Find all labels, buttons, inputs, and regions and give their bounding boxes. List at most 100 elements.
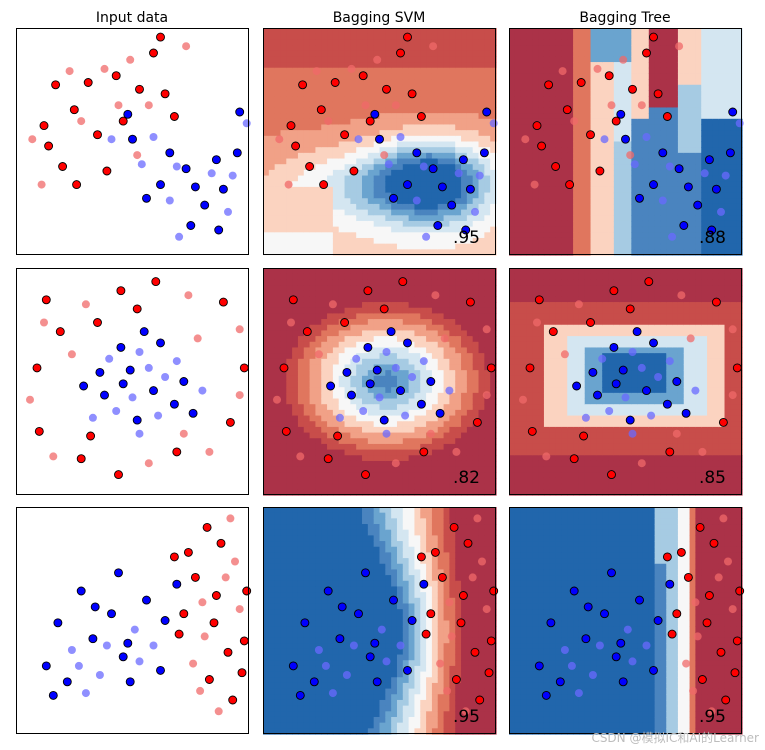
contour-cell bbox=[309, 62, 317, 69]
contour-cell bbox=[268, 432, 276, 439]
contour-cell bbox=[648, 141, 656, 148]
contour-cell bbox=[683, 124, 691, 131]
contour-cell bbox=[631, 101, 638, 109]
contour-cell bbox=[590, 39, 597, 46]
contour-cell bbox=[396, 158, 404, 165]
contour-cell bbox=[631, 169, 638, 177]
contour-cell bbox=[327, 181, 334, 188]
contour-cell bbox=[356, 237, 363, 245]
contour-cell bbox=[379, 483, 386, 490]
contour-cell bbox=[303, 79, 311, 86]
contour-cell bbox=[338, 237, 346, 245]
contour-cell bbox=[373, 438, 381, 445]
contour-cell bbox=[268, 489, 276, 496]
contour-cell bbox=[396, 118, 404, 126]
contour-cell bbox=[484, 79, 491, 86]
contour-cell bbox=[402, 124, 410, 131]
contour-cell bbox=[420, 341, 427, 349]
contour-cell bbox=[303, 460, 311, 468]
contour-cell bbox=[466, 489, 474, 496]
contour-cell bbox=[561, 50, 568, 57]
contour-cell bbox=[297, 220, 305, 228]
contour-cell bbox=[367, 472, 375, 479]
contour-cell bbox=[263, 319, 270, 326]
contour-cell bbox=[683, 50, 691, 57]
contour-cell bbox=[718, 62, 726, 69]
contour-cell bbox=[707, 237, 714, 245]
contour-cell bbox=[362, 50, 369, 57]
contour-cell bbox=[338, 243, 346, 250]
contour-cell bbox=[549, 232, 557, 239]
contour-cell bbox=[420, 67, 427, 74]
contour-cell bbox=[408, 96, 416, 103]
contour-cell bbox=[367, 415, 375, 422]
contour-cell bbox=[437, 124, 445, 131]
contour-cell bbox=[543, 96, 551, 103]
contour-cell bbox=[344, 296, 351, 303]
contour-cell bbox=[367, 404, 375, 411]
contour-cell bbox=[414, 67, 421, 74]
contour-cell bbox=[379, 285, 386, 292]
contour-cell bbox=[402, 285, 410, 292]
contour-cell bbox=[642, 101, 650, 109]
contour-cell bbox=[509, 169, 516, 177]
red-point bbox=[172, 447, 182, 457]
contour-cell bbox=[356, 124, 363, 131]
contour-cell bbox=[520, 50, 528, 57]
contour-cell bbox=[280, 169, 287, 177]
contour-cell bbox=[431, 381, 439, 388]
contour-cell bbox=[350, 73, 357, 80]
contour-cell bbox=[350, 79, 357, 86]
contour-cell bbox=[449, 285, 456, 292]
red-point bbox=[144, 101, 153, 110]
contour-cell bbox=[309, 472, 317, 479]
contour-cell bbox=[292, 203, 299, 211]
contour-cell bbox=[414, 268, 421, 275]
contour-cell bbox=[654, 45, 662, 52]
contour-cell bbox=[367, 432, 375, 439]
points bbox=[275, 32, 498, 241]
red-point bbox=[26, 395, 34, 404]
contour-cell bbox=[672, 28, 679, 35]
contour-cell bbox=[712, 152, 720, 160]
contour-cell bbox=[695, 130, 702, 137]
contour-cell bbox=[379, 203, 386, 211]
contour-cell bbox=[707, 45, 714, 52]
contour-cell bbox=[443, 290, 450, 297]
contour-cell bbox=[327, 438, 334, 445]
contour-cell bbox=[263, 152, 270, 160]
contour-cell bbox=[437, 296, 445, 303]
contour-cell bbox=[549, 67, 557, 74]
contour-cell bbox=[338, 313, 346, 320]
contour-cell bbox=[718, 96, 726, 103]
contour-cell bbox=[648, 158, 656, 165]
contour-cell bbox=[701, 33, 708, 40]
contour-cell bbox=[538, 50, 545, 57]
blue-point bbox=[149, 386, 158, 396]
contour-cell bbox=[274, 307, 282, 314]
contour-cell bbox=[309, 56, 317, 63]
contour-cell bbox=[484, 96, 491, 103]
contour-cell bbox=[356, 181, 363, 188]
contour-cell bbox=[286, 84, 293, 92]
contour-cell bbox=[730, 169, 737, 177]
contour-cell bbox=[567, 73, 574, 80]
contour-cell bbox=[362, 96, 369, 103]
contour-cell bbox=[327, 336, 334, 343]
contour-cell bbox=[561, 28, 568, 35]
contour-cell bbox=[449, 296, 456, 303]
contour-cell bbox=[379, 330, 386, 337]
contour-cell bbox=[689, 107, 696, 114]
contour-cell bbox=[338, 101, 346, 109]
contour-cell bbox=[420, 364, 427, 371]
contour-cell bbox=[573, 198, 580, 205]
contour-cell bbox=[707, 130, 714, 137]
contour-cell bbox=[263, 273, 270, 280]
contour-cell bbox=[654, 198, 662, 205]
contour-cell bbox=[578, 62, 586, 69]
contour-cell bbox=[338, 409, 346, 417]
contour-cell bbox=[455, 141, 462, 148]
contour-cell bbox=[461, 56, 468, 63]
contour-cell bbox=[396, 319, 404, 326]
contour-cell bbox=[367, 232, 375, 239]
